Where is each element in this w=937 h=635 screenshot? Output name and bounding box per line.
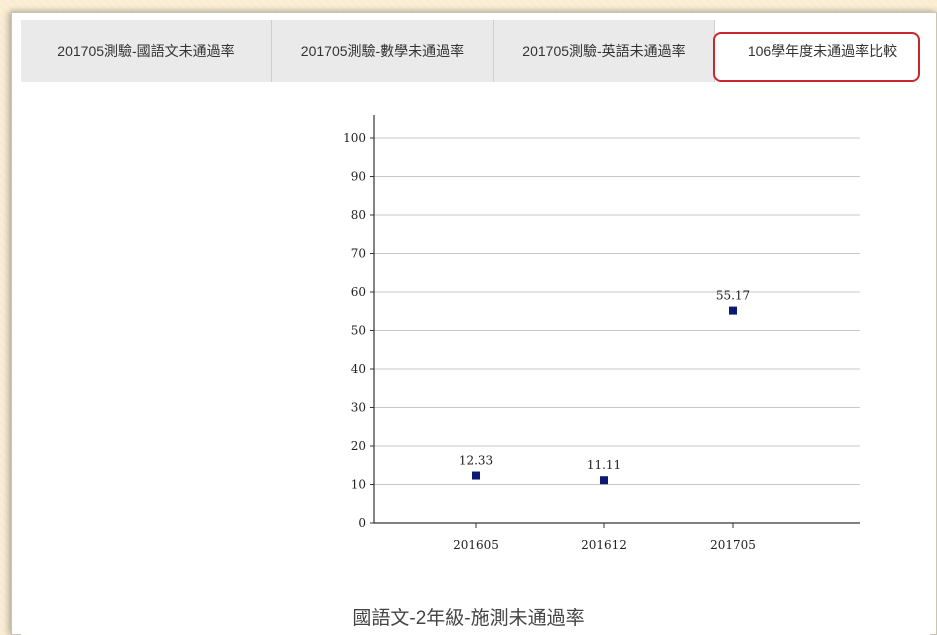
chart-title: 國語文-2年級-施測未通過率 <box>352 608 585 629</box>
tab-label: 201705測驗-英語未通過率 <box>522 43 686 59</box>
y-tick-label: 90 <box>351 170 366 184</box>
tab-label: 106學年度未通過率比較 <box>747 43 898 59</box>
tab-label: 201705測驗-數學未通過率 <box>300 43 465 59</box>
y-tick-label: 50 <box>351 324 366 338</box>
tab-label: 201705測驗-國語文未通過率 <box>57 43 235 59</box>
tab-bar: 201705測驗-國語文未通過率 201705測驗-數學未通過率 201705測… <box>21 20 930 82</box>
y-tick-label: 20 <box>351 439 366 453</box>
data-label: 11.11 <box>587 458 621 472</box>
y-tick-label: 100 <box>343 131 366 145</box>
data-point[interactable] <box>729 306 737 315</box>
y-tick-label: 10 <box>351 478 366 492</box>
y-tick-label: 30 <box>351 401 366 415</box>
y-tick-label: 80 <box>351 208 366 222</box>
data-label: 12.33 <box>459 454 493 468</box>
y-tick-label: 40 <box>351 362 366 376</box>
y-tick-label: 60 <box>351 285 366 299</box>
data-point[interactable] <box>472 471 480 480</box>
tab-chinese-fail-rate[interactable]: 201705測驗-國語文未通過率 <box>21 20 272 82</box>
x-tick-label: 201705 <box>710 538 756 552</box>
tab-math-fail-rate[interactable]: 201705測驗-數學未通過率 <box>272 20 494 82</box>
y-tick-label: 0 <box>358 516 366 530</box>
chart-panel <box>21 82 930 635</box>
tab-106-comparison[interactable]: 106學年度未通過率比較 <box>715 20 930 82</box>
tab-english-fail-rate[interactable]: 201705測驗-英語未通過率 <box>494 20 715 82</box>
y-tick-label: 70 <box>351 247 366 261</box>
x-tick-label: 201605 <box>453 538 499 552</box>
x-tick-label: 201612 <box>581 538 627 552</box>
data-label: 55.17 <box>716 289 750 303</box>
data-point[interactable] <box>600 476 608 485</box>
